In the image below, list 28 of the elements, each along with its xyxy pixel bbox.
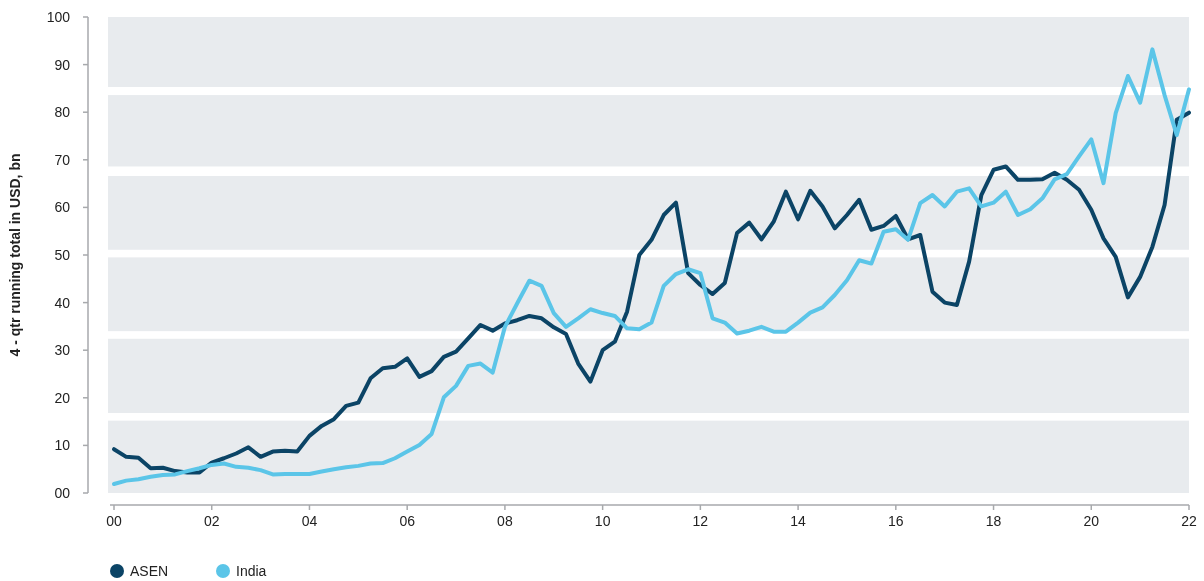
- x-tick-label: 04: [301, 513, 318, 529]
- legend-label: ASEN: [130, 562, 169, 579]
- x-tick-label: 06: [399, 513, 416, 529]
- line-series: [112, 47, 1191, 486]
- line-series: [112, 110, 1191, 475]
- y-tick-label: 10: [54, 437, 71, 454]
- y-tick-label: 60: [54, 199, 71, 216]
- x-tick-label: 22: [1181, 513, 1197, 529]
- y-axis-title: 4 - qtr running total in USD, bn: [7, 153, 23, 357]
- x-tick-label: 12: [692, 513, 709, 529]
- legend-label: India: [236, 562, 267, 579]
- y-tick-label: 70: [54, 151, 71, 168]
- y-tick-label: 80: [54, 104, 71, 121]
- x-tick-label: 16: [888, 513, 904, 529]
- y-tick-label: 40: [54, 294, 71, 311]
- x-tick-label: 10: [594, 513, 611, 529]
- y-tick-label: 30: [54, 342, 71, 359]
- x-tick-label: 00: [106, 513, 122, 529]
- y-tick-label: 20: [54, 389, 71, 406]
- y-tick-label: 90: [54, 56, 71, 73]
- x-tick-label: 02: [203, 513, 220, 529]
- x-tick-label: 14: [790, 513, 807, 529]
- y-tick-label: 100: [46, 8, 71, 25]
- x-tick-label: 20: [1083, 513, 1100, 529]
- y-tick-label: 00: [54, 484, 71, 501]
- x-tick-label: 18: [985, 513, 1002, 529]
- x-tick-label: 08: [497, 513, 513, 529]
- y-tick-label: 50: [54, 246, 71, 263]
